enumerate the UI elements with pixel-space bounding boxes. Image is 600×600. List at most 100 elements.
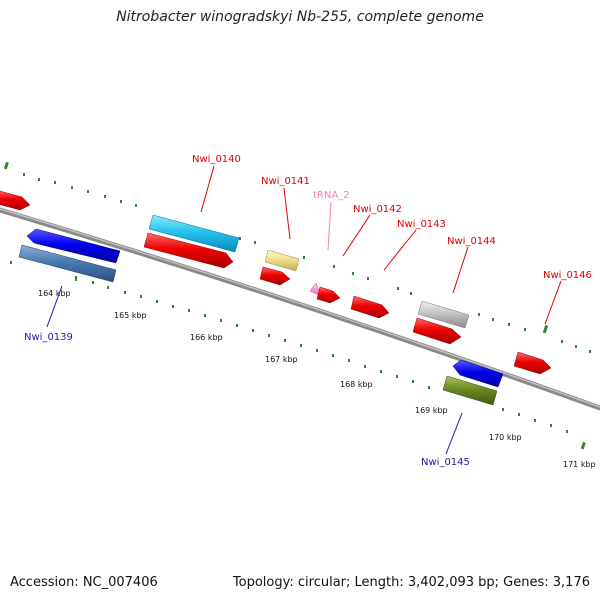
tick-label-169: 169 kbp (415, 406, 448, 415)
genome-backbone (0, 207, 600, 411)
tick-dot (120, 200, 122, 203)
tick-dot (239, 237, 241, 240)
tick-dot (172, 305, 174, 308)
tick-dot (303, 256, 305, 259)
gene-arrow-nwi-0145[interactable] (452, 359, 504, 388)
tick-dot (87, 190, 89, 193)
tick-dot (140, 295, 142, 298)
tick-dot (542, 324, 549, 334)
feature-label-nwi-0140[interactable]: Nwi_0140 (192, 154, 241, 165)
gene-arrow-nwi-0144[interactable] (412, 317, 462, 345)
tick-dot (23, 173, 25, 176)
accession-text: Accession: NC_007406 (10, 575, 158, 590)
gene-arrow-red[interactable] (0, 190, 31, 211)
genome-backbone-highlight (0, 208, 600, 408)
feature-label-nwi-0145[interactable]: Nwi_0145 (421, 457, 470, 468)
tick-track-inner (10, 261, 586, 450)
leader-line-nwi-0145 (445, 412, 463, 455)
tick-dot (367, 277, 369, 280)
tick-dot (104, 195, 106, 198)
tick-dot (524, 328, 526, 331)
tick-dot (75, 276, 77, 281)
tick-track-outer (3, 161, 591, 353)
gene-arrow-nwi-0146[interactable] (513, 351, 552, 375)
tick-dot (550, 424, 552, 427)
trna-marker-trna-2[interactable] (309, 282, 322, 297)
topology-text: Topology: circular; Length: 3,402,093 bp… (232, 575, 590, 590)
tick-dot (396, 375, 398, 378)
leader-line-trna-2 (327, 201, 332, 251)
tick-dot (71, 186, 73, 189)
tick-label-170: 170 kbp (489, 433, 522, 442)
tick-dot (575, 345, 577, 348)
tick-dot (534, 419, 536, 422)
tick-label-167: 167 kbp (265, 355, 298, 364)
tick-dot (410, 292, 412, 295)
gene-arrow-nwi-0140[interactable] (143, 232, 234, 269)
leader-line-nwi-0142 (342, 214, 371, 257)
leader-line-nwi-0146 (544, 280, 562, 325)
tick-dot (566, 430, 568, 433)
tick-label-164: 164 kbp (38, 289, 71, 298)
tick-dot (561, 340, 563, 343)
tick-dot (332, 354, 334, 357)
tick-dot (284, 339, 286, 342)
tick-label-166: 166 kbp (190, 333, 223, 342)
tick-dot (220, 319, 222, 322)
tick-dot (380, 370, 382, 373)
tick-dot (268, 334, 270, 337)
tick-dot (589, 350, 591, 353)
tick-dot (156, 300, 158, 303)
tick-dot (478, 313, 480, 316)
feature-label-nwi-0142[interactable]: Nwi_0142 (353, 204, 402, 215)
tick-dot (352, 272, 354, 275)
tick-dot (316, 349, 318, 352)
tick-dot (10, 261, 12, 264)
tick-dot (348, 359, 350, 362)
leader-line-nwi-0144 (452, 246, 469, 294)
feature-label-nwi-0141[interactable]: Nwi_0141 (261, 176, 310, 187)
gene-arrow-nwi-0142[interactable] (316, 286, 341, 304)
gene-arrow-nwi-0139[interactable] (26, 228, 121, 264)
tick-dot (428, 386, 430, 389)
tick-dot (397, 287, 399, 290)
tick-dot (3, 161, 9, 170)
feature-label-nwi-0143[interactable]: Nwi_0143 (397, 219, 446, 230)
tick-dot (254, 241, 256, 244)
tick-label-171: 171 kbp (563, 460, 596, 469)
tick-dot (135, 204, 137, 207)
tick-dot (188, 309, 190, 312)
gene-bar-nwi-0144[interactable] (417, 300, 470, 329)
tick-dot (333, 265, 335, 268)
tick-dot (92, 281, 94, 284)
gene-arrow-nwi-0141[interactable] (259, 266, 291, 286)
tick-dot (252, 329, 254, 332)
gene-bar-nwi-0141[interactable] (264, 249, 300, 272)
tick-dot (508, 323, 510, 326)
tick-label-168: 168 kbp (340, 380, 373, 389)
tick-dot (364, 365, 366, 368)
feature-label-nwi-0139[interactable]: Nwi_0139 (24, 332, 73, 343)
leader-line-nwi-0139 (46, 285, 63, 328)
tick-dot (580, 441, 586, 450)
tick-dot (124, 291, 126, 294)
gene-bar-steel[interactable] (18, 244, 117, 283)
map-title: Nitrobacter winogradskyi Nb-255, complet… (116, 9, 484, 25)
tick-dot (107, 286, 109, 289)
tick-dot (412, 380, 414, 383)
tick-dot (54, 181, 56, 184)
tick-dot (502, 408, 504, 411)
leader-line-nwi-0143 (383, 229, 417, 271)
tick-dot (236, 324, 238, 327)
leader-line-nwi-0141 (283, 187, 291, 240)
tick-dot (492, 318, 494, 321)
gene-arrow-nwi-0143[interactable] (350, 295, 390, 319)
feature-label-trna-2[interactable]: tRNA_2 (313, 190, 350, 201)
feature-label-nwi-0144[interactable]: Nwi_0144 (447, 236, 496, 247)
tick-dot (518, 413, 520, 416)
tick-dot (300, 344, 302, 347)
feature-label-nwi-0146[interactable]: Nwi_0146 (543, 270, 592, 281)
gene-bar-nwi-0140[interactable] (148, 214, 240, 253)
gene-bar-nwi-0145[interactable] (442, 375, 498, 406)
